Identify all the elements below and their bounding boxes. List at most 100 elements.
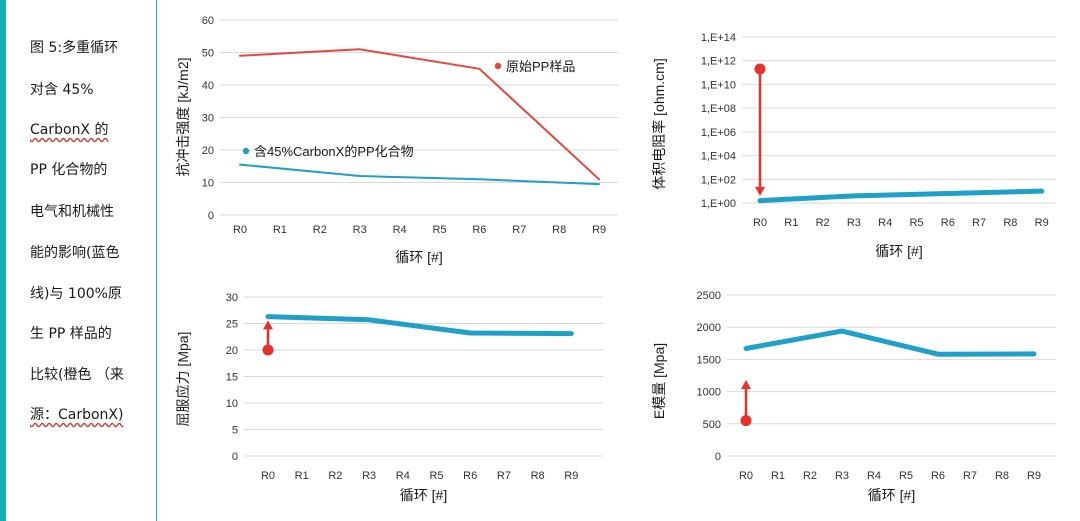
x-tick-label: R9 — [1035, 217, 1049, 229]
legend-label: 含45%CarbonX的PP化合物 — [254, 144, 414, 159]
y-tick-label: 500 — [703, 419, 721, 431]
x-tick-label: R5 — [899, 470, 913, 482]
charts-area: 0 10 20 30 40 50 60 R0 R1 R2 R3 R4 R5 R6 R7 R8 R9 循环 [#] 抗… — [158, 0, 1080, 521]
x-tick-label: R6 — [931, 470, 945, 482]
y-tick-label: 1,E+10 — [701, 79, 736, 91]
y-tick-label: 2500 — [697, 290, 721, 302]
y-tick-label: 1500 — [697, 354, 721, 366]
x-tick-label: R3 — [362, 470, 376, 482]
y-tick-label: 0 — [715, 451, 721, 463]
y-tick-label: 30 — [226, 292, 238, 304]
x-tick-label: R5 — [909, 217, 923, 229]
arrow-head — [263, 320, 273, 330]
arrow-head — [755, 186, 765, 196]
x-tick-label: R3 — [835, 470, 849, 482]
x-tick-label: R7 — [512, 224, 526, 236]
y-tick-label: 40 — [202, 80, 214, 92]
x-tick-label: R9 — [1027, 470, 1041, 482]
y-tick-label: 10 — [226, 398, 238, 410]
chart-volume-resistivity: 1,E+00 1,E+02 1,E+04 1,E+06 1,E+08 1,E+10 1,E+… — [651, 32, 1056, 259]
y-tick-label: 1,E+02 — [701, 174, 736, 186]
y-tick-label: 1,E+14 — [701, 32, 736, 44]
x-axis-label: 循环 [#] — [400, 487, 447, 503]
x-tick-label: R6 — [463, 470, 477, 482]
caption-line: PP 化合物的 — [30, 162, 108, 178]
x-tick-label: R7 — [497, 470, 511, 482]
arrow-origin-dot — [740, 415, 752, 427]
arrow-head — [741, 380, 751, 390]
caption-line: 比较(橙色 （来 — [30, 367, 124, 383]
x-tick-label: R4 — [878, 217, 892, 229]
x-tick-label: R5 — [432, 224, 446, 236]
x-tick-label: R2 — [328, 470, 342, 482]
x-tick-label: R1 — [771, 470, 785, 482]
y-tick-label: 0 — [208, 210, 214, 222]
caption-line: 图 5:多重循环 — [30, 40, 119, 56]
chart-impact-strength: 0 10 20 30 40 50 60 R0 R1 R2 R3 R4 R5 R6 R7 R8 R9 循环 [#] 抗… — [175, 15, 618, 265]
y-tick-label: 20 — [226, 345, 238, 357]
y-tick-label: 20 — [202, 145, 214, 157]
series-line-blue — [265, 314, 574, 337]
y-axis-label: 体积电阻率 [ohm.cm] — [651, 58, 667, 189]
x-tick-label: R4 — [867, 470, 881, 482]
y-tick-label: 1,E+00 — [701, 198, 736, 210]
x-tick-label: R4 — [393, 224, 407, 236]
chart-e-modulus: 0 500 1000 1500 2000 2500 R0 R1 R2 R3 R4 R5 R6 R7 R8 R9… — [651, 290, 1056, 503]
x-axis-label: 循环 [#] — [868, 487, 915, 503]
caption-line: 线)与 100%原 — [30, 286, 122, 302]
y-tick-label: 25 — [226, 319, 238, 331]
x-tick-label: R2 — [816, 217, 830, 229]
x-tick-label: R4 — [396, 470, 410, 482]
arrow-origin-dot — [754, 63, 766, 75]
x-tick-label: R7 — [972, 217, 986, 229]
x-tick-label: R2 — [313, 224, 327, 236]
chart-yield-stress: 0 5 10 15 20 25 30 R0 R1 R2 R3 R4 R5 R6 R7 R8 R9 循环 [#] 屈服… — [175, 292, 603, 503]
x-tick-label: R0 — [261, 470, 275, 482]
y-tick-label: 1,E+08 — [701, 103, 736, 115]
y-tick-label: 15 — [226, 372, 238, 384]
series-line-orange — [239, 48, 601, 181]
x-tick-label: R6 — [472, 224, 486, 236]
arrow-origin-dot — [262, 344, 274, 356]
y-tick-label: 1,E+12 — [701, 56, 736, 68]
x-tick-label: R9 — [564, 470, 578, 482]
caption-line: 电气和机械性 — [30, 204, 114, 220]
x-tick-label: R1 — [784, 217, 798, 229]
caption-line: 源：CarbonX) — [30, 407, 124, 423]
x-tick-label: R9 — [592, 224, 606, 236]
x-tick-label: R8 — [1003, 217, 1017, 229]
x-tick-label: R1 — [273, 224, 287, 236]
y-tick-label: 10 — [202, 178, 214, 190]
legend-marker-blue — [242, 147, 250, 155]
y-tick-label: 30 — [202, 113, 214, 125]
series-line-blue — [239, 163, 601, 186]
x-tick-label: R7 — [963, 470, 977, 482]
y-axis-label: E模量 [Mpa] — [651, 343, 667, 419]
x-tick-label: R8 — [552, 224, 566, 236]
y-tick-label: 60 — [202, 15, 214, 27]
x-tick-label: R2 — [803, 470, 817, 482]
series-line-blue — [757, 188, 1045, 204]
y-tick-label: 2000 — [697, 322, 721, 334]
x-tick-label: R8 — [531, 470, 545, 482]
x-tick-label: R3 — [847, 217, 861, 229]
y-tick-label: 5 — [232, 425, 238, 437]
x-tick-label: R0 — [233, 224, 247, 236]
x-tick-label: R1 — [295, 470, 309, 482]
x-tick-label: R0 — [753, 217, 767, 229]
caption-line: 对含 45% — [30, 82, 94, 98]
y-tick-label: 50 — [202, 48, 214, 60]
x-tick-label: R8 — [995, 470, 1009, 482]
caption-line: CarbonX 的 — [30, 122, 109, 138]
legend-marker-orange — [494, 62, 502, 70]
x-tick-label: R0 — [739, 470, 753, 482]
x-tick-label: R6 — [941, 217, 955, 229]
y-tick-label: 0 — [232, 451, 238, 463]
y-tick-label: 1,E+06 — [701, 127, 736, 139]
x-tick-label: R3 — [353, 224, 367, 236]
legend-label: 原始PP样品 — [506, 59, 575, 74]
x-axis-label: 循环 [#] — [395, 249, 442, 265]
x-tick-label: R5 — [429, 470, 443, 482]
y-axis-label: 屈服应力 [Mpa] — [175, 332, 191, 427]
